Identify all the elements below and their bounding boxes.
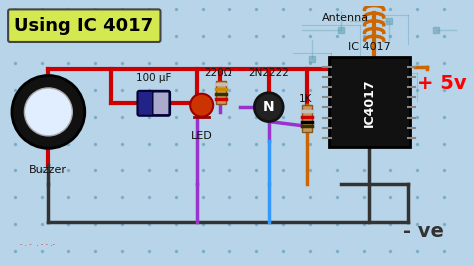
FancyBboxPatch shape — [329, 57, 410, 147]
Text: Buzzer: Buzzer — [29, 165, 67, 174]
Text: IC 4017: IC 4017 — [348, 41, 391, 52]
Text: 1K: 1K — [299, 94, 312, 104]
Text: Using IC 4017: Using IC 4017 — [14, 17, 154, 35]
Text: LED: LED — [191, 131, 212, 141]
Text: 220Ω: 220Ω — [204, 68, 232, 78]
Circle shape — [190, 94, 213, 117]
FancyBboxPatch shape — [153, 92, 169, 115]
FancyBboxPatch shape — [216, 81, 226, 104]
Text: - . -  . - - .-: - . - . - - .- — [19, 241, 55, 247]
Text: 100 μF: 100 μF — [136, 73, 172, 83]
FancyBboxPatch shape — [8, 9, 161, 42]
Circle shape — [12, 76, 85, 148]
Text: 2N2222: 2N2222 — [248, 68, 289, 78]
Circle shape — [24, 88, 73, 136]
Text: - ve: - ve — [403, 222, 444, 241]
Text: Antenna: Antenna — [322, 13, 369, 23]
FancyBboxPatch shape — [302, 105, 312, 132]
FancyBboxPatch shape — [137, 91, 170, 116]
Text: N: N — [263, 100, 274, 114]
Text: IC4017: IC4017 — [363, 78, 376, 127]
Text: + 5v: + 5v — [417, 74, 467, 93]
Circle shape — [255, 93, 283, 122]
